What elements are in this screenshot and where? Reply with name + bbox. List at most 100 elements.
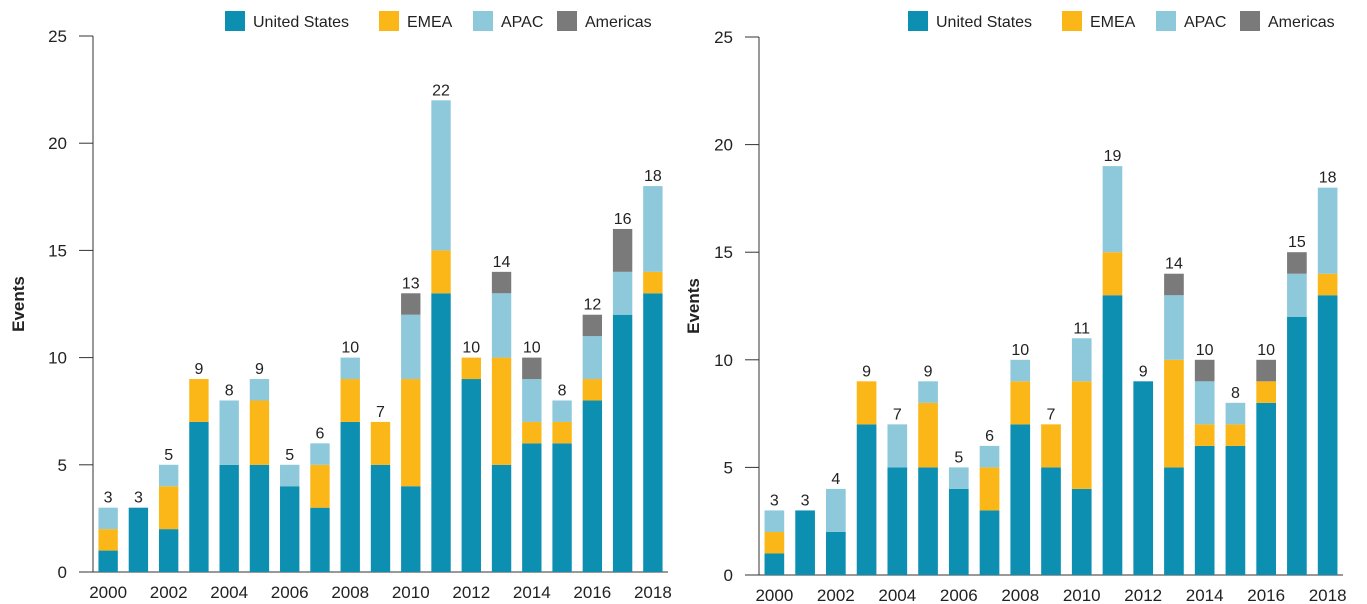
bar-segment-united-states xyxy=(98,550,118,572)
bar-segment-united-states xyxy=(189,421,209,572)
x-tick-label: 2002 xyxy=(817,586,855,604)
bar-total-label: 3 xyxy=(134,490,143,507)
x-tick-label: 2004 xyxy=(210,583,248,602)
bar-segment-emea xyxy=(522,421,542,444)
bar-segment-americas xyxy=(582,314,603,337)
bar-segment-apac xyxy=(1194,381,1215,425)
bar-segment-apac xyxy=(280,464,300,487)
bar-segment-united-states xyxy=(431,293,451,572)
bar-segment-apac xyxy=(401,314,421,380)
bar-total-label: 9 xyxy=(1139,363,1148,380)
bar-segment-emea xyxy=(340,379,360,422)
bar-total-label: 14 xyxy=(1165,256,1183,273)
bar-segment-apac xyxy=(1010,359,1031,382)
bar-segment-united-states xyxy=(461,379,481,572)
bar-total-label: 18 xyxy=(1319,170,1337,187)
bar-segment-united-states xyxy=(764,553,785,575)
bar-total-label: 6 xyxy=(316,425,325,442)
legend-swatch xyxy=(225,11,245,31)
bar-segment-apac xyxy=(552,400,572,422)
bar-segment-emea xyxy=(1010,381,1031,425)
legend-label: United States xyxy=(936,14,1032,31)
bar-segment-apac xyxy=(826,488,846,532)
bar-segment-emea xyxy=(98,529,118,551)
bar-segment-apac xyxy=(1164,295,1184,360)
bar-segment-united-states xyxy=(1225,445,1246,575)
bar-segment-apac xyxy=(1225,402,1246,425)
legend-swatch xyxy=(1062,11,1082,31)
bar-segment-apac xyxy=(918,381,938,403)
legend-swatch xyxy=(473,11,493,31)
x-tick-label: 2006 xyxy=(940,586,978,604)
bar-total-label: 14 xyxy=(493,254,511,271)
bar-total-label: 9 xyxy=(862,363,871,380)
bar-segment-apac xyxy=(98,507,118,530)
y-tick-label: 15 xyxy=(714,243,733,262)
bar-segment-apac xyxy=(887,424,908,468)
bar-segment-apac xyxy=(643,186,663,272)
x-tick-label: 2018 xyxy=(634,583,672,602)
x-tick-label: 2000 xyxy=(755,586,793,604)
bar-segment-emea xyxy=(401,379,421,487)
x-tick-label: 2016 xyxy=(573,583,611,602)
bar-segment-united-states xyxy=(552,443,572,572)
bar-segment-united-states xyxy=(219,464,239,572)
y-tick-label: 5 xyxy=(58,456,67,475)
x-tick-label: 2016 xyxy=(1247,586,1285,604)
x-tick-label: 2002 xyxy=(150,583,188,602)
bar-segment-emea xyxy=(158,486,179,530)
bar-segment-united-states xyxy=(1041,467,1061,575)
bar-total-label: 13 xyxy=(402,275,420,292)
bar-segment-united-states xyxy=(643,293,663,572)
legend-label: United States xyxy=(253,14,349,31)
bar-segment-united-states xyxy=(1133,381,1154,575)
bar-segment-emea xyxy=(1164,359,1184,468)
legend-label: EMEA xyxy=(1090,14,1136,31)
bar-segment-apac xyxy=(582,336,603,380)
bar-segment-united-states xyxy=(979,510,1000,575)
bar-segment-united-states xyxy=(826,531,846,575)
bar-segment-americas xyxy=(1164,273,1184,296)
x-tick-label: 2004 xyxy=(878,586,916,604)
bar-segment-united-states xyxy=(612,314,633,572)
bar-total-label: 7 xyxy=(893,406,902,423)
bar-total-label: 15 xyxy=(1288,234,1306,251)
bar-segment-apac xyxy=(1071,338,1092,382)
legend-swatch xyxy=(557,11,577,31)
y-tick-label: 0 xyxy=(58,563,67,582)
bar-total-label: 10 xyxy=(1011,342,1029,359)
x-tick-label: 2008 xyxy=(1001,586,1039,604)
bar-segment-americas xyxy=(1256,359,1276,382)
bar-segment-united-states xyxy=(1194,445,1215,575)
bar-segment-apac xyxy=(310,443,330,465)
bar-segment-emea xyxy=(1071,381,1092,489)
x-tick-label: 2006 xyxy=(271,583,309,602)
bar-total-label: 12 xyxy=(583,297,601,314)
bar-segment-emea xyxy=(491,357,512,465)
legend-label: APAC xyxy=(501,14,543,31)
y-axis-title: Events xyxy=(684,278,703,334)
legend-swatch xyxy=(908,11,928,31)
bar-segment-united-states xyxy=(948,488,969,575)
x-tick-label: 2010 xyxy=(1063,586,1101,604)
bar-segment-united-states xyxy=(582,400,603,572)
bar-total-label: 8 xyxy=(1231,385,1240,402)
bar-total-label: 3 xyxy=(801,492,810,509)
bar-segment-emea xyxy=(918,402,938,468)
bar-segment-apac xyxy=(612,271,633,315)
bar-total-label: 22 xyxy=(432,82,450,99)
x-tick-label: 2008 xyxy=(331,583,369,602)
bar-total-label: 8 xyxy=(225,382,234,399)
bar-total-label: 10 xyxy=(523,340,541,357)
legend-swatch xyxy=(1240,11,1260,31)
x-tick-label: 2014 xyxy=(513,583,551,602)
y-tick-label: 20 xyxy=(714,136,733,155)
bar-segment-united-states xyxy=(280,486,300,572)
bar-segment-apac xyxy=(1317,187,1338,274)
legend-label: Americas xyxy=(585,14,652,31)
bar-segment-apac xyxy=(1287,273,1307,317)
bar-segment-emea xyxy=(189,379,209,422)
bar-segment-emea xyxy=(552,421,572,444)
y-tick-label: 25 xyxy=(714,28,733,47)
bar-total-label: 10 xyxy=(341,340,359,357)
